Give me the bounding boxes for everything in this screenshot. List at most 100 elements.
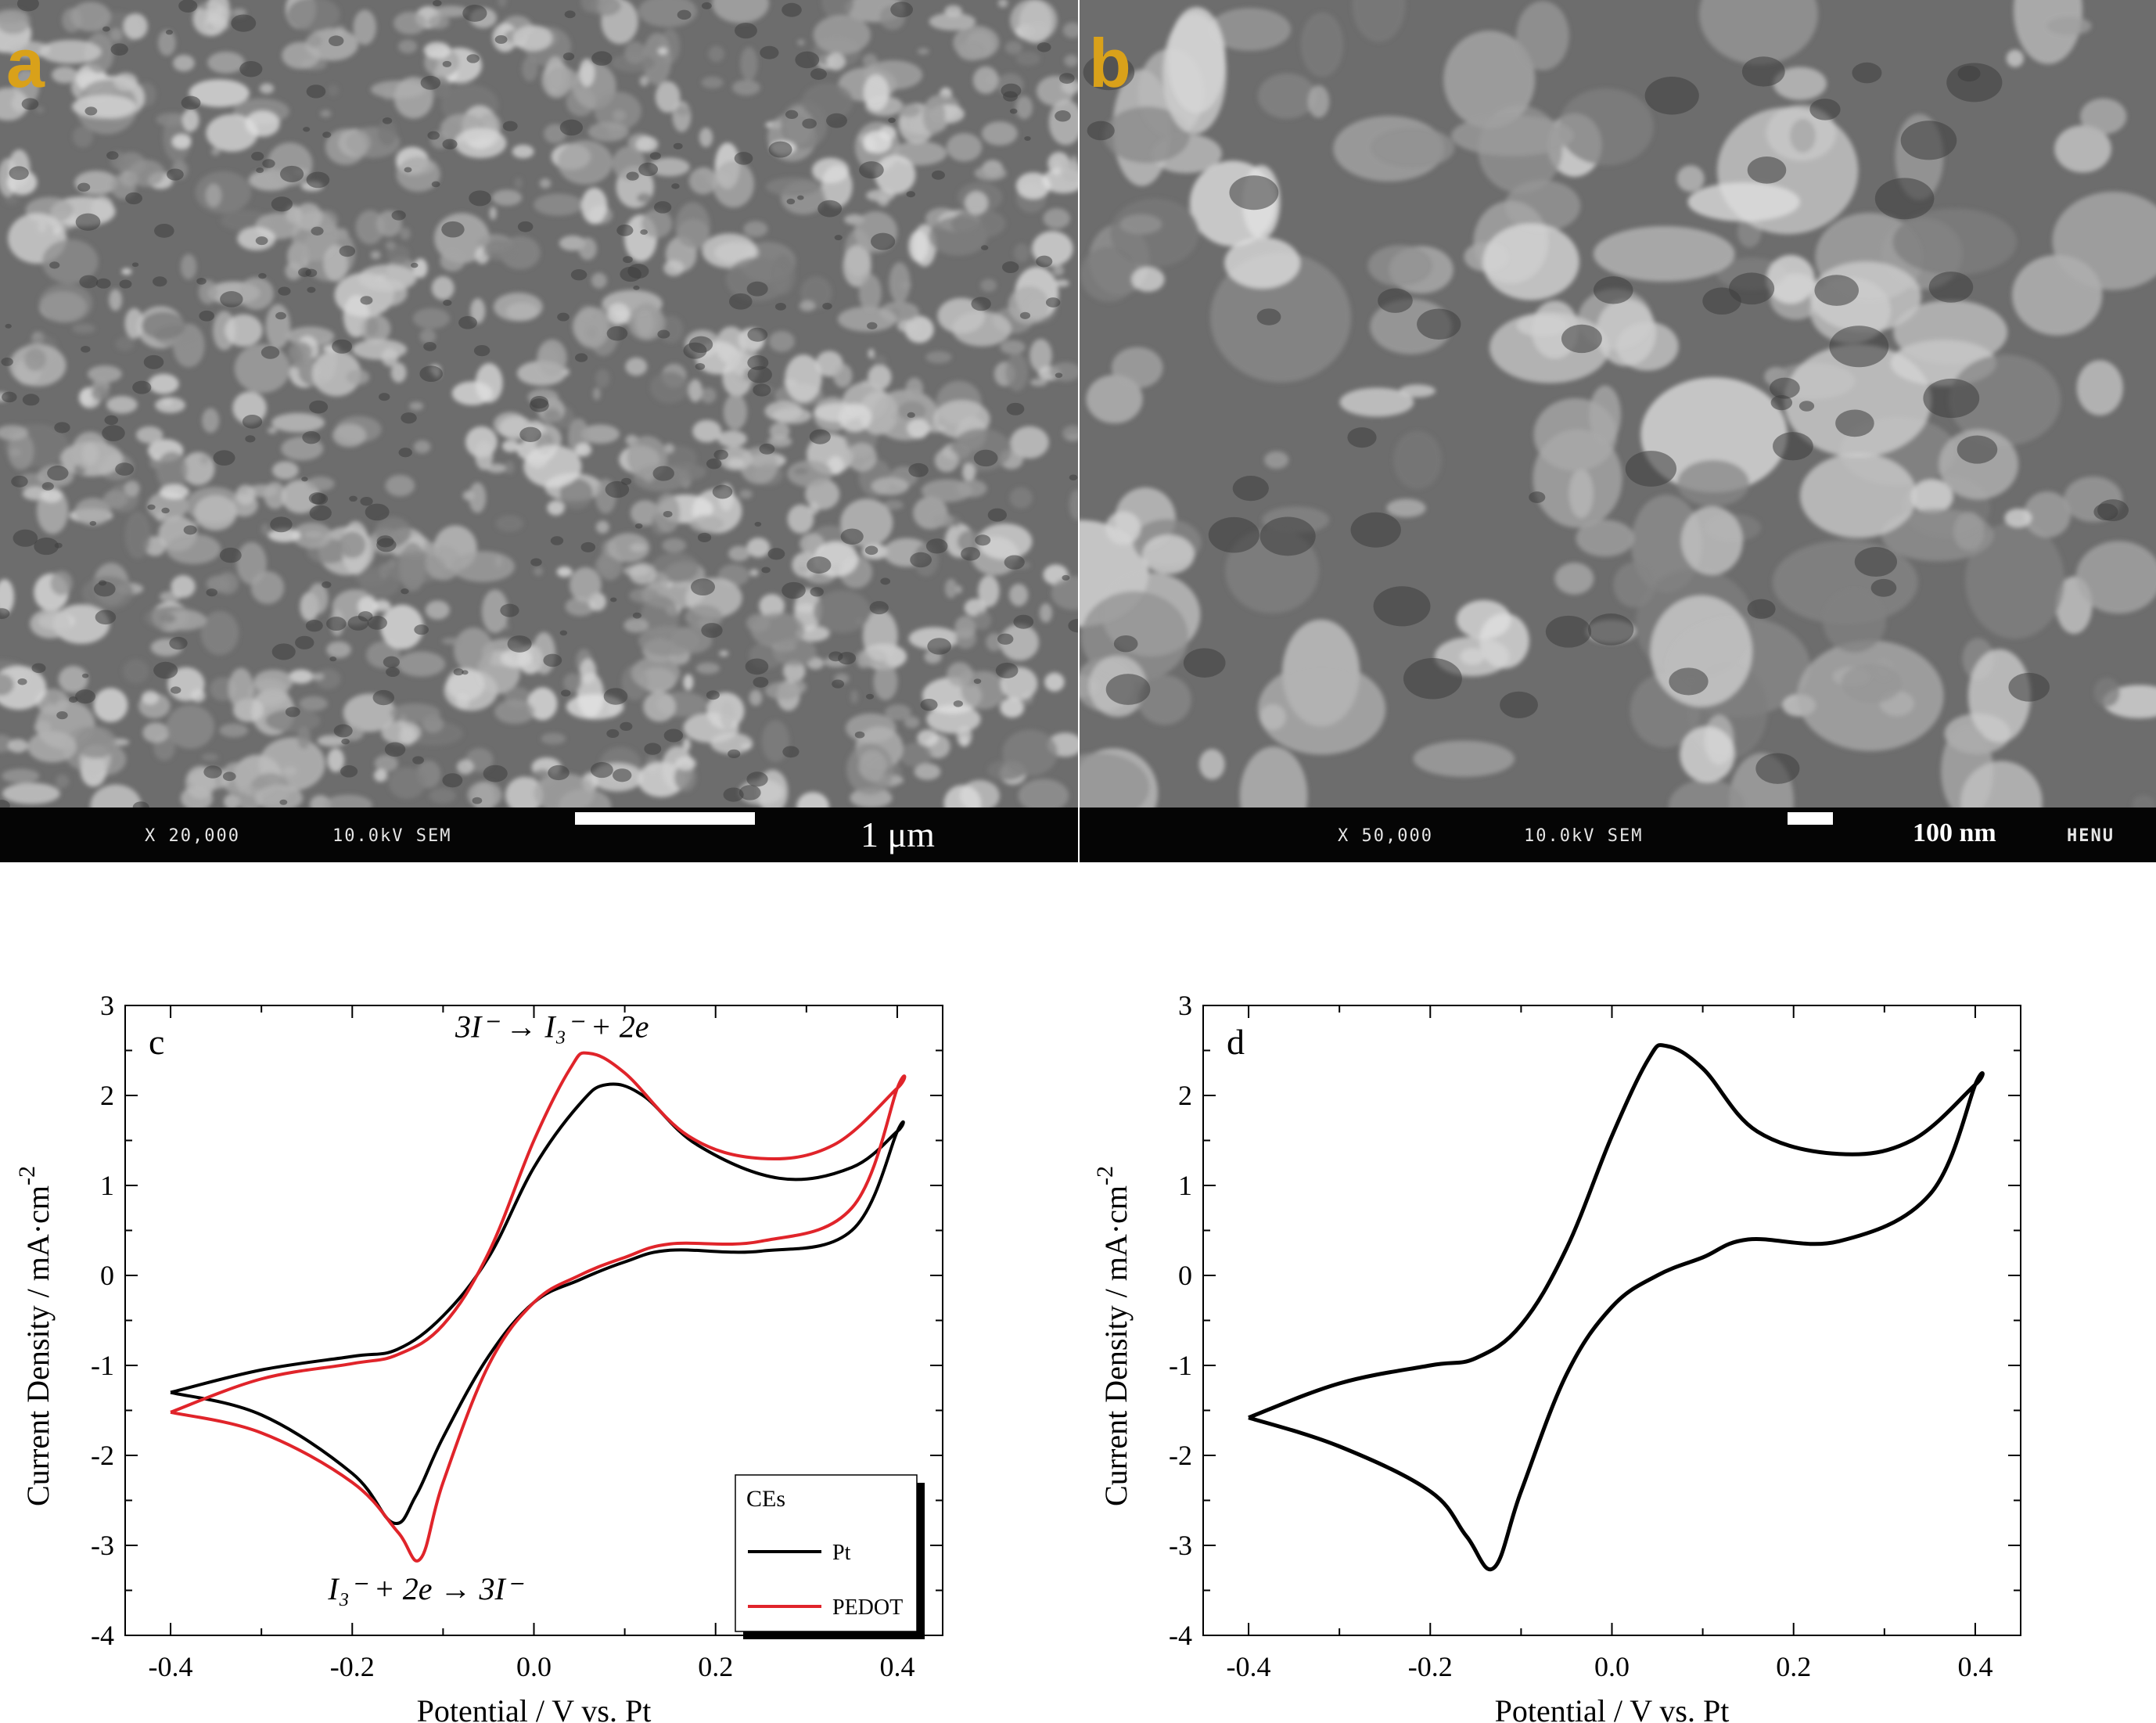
sem-grain — [1699, 0, 1818, 65]
sem-grain — [1413, 740, 1515, 777]
sem-pores — [0, 0, 1078, 808]
sem-grain — [627, 304, 666, 341]
sem-grain — [1002, 729, 1058, 776]
sem-grain — [578, 237, 597, 261]
sem-grain — [674, 106, 691, 117]
sem-pore — [458, 315, 477, 329]
sem-pore — [1874, 178, 1935, 220]
sem-pore — [688, 336, 713, 354]
sem-grain — [655, 81, 681, 113]
sem-pore — [557, 312, 570, 322]
sem-grain — [802, 83, 853, 121]
sem-grain — [917, 48, 929, 55]
sem-pore — [167, 168, 184, 181]
sem-grain — [494, 700, 535, 725]
sem-pore — [309, 505, 332, 521]
sem-grain — [1893, 300, 2008, 365]
sem-pore — [774, 302, 786, 311]
sem-grain — [294, 203, 322, 231]
sem-pore — [427, 131, 440, 140]
sem-pore — [747, 327, 768, 342]
sem-pore — [701, 623, 723, 638]
sem-grain — [128, 160, 165, 187]
sem-pore — [854, 731, 865, 739]
sem-grain — [282, 766, 297, 776]
sem-pore — [398, 448, 412, 458]
sem-grain — [271, 461, 299, 480]
sem-pore — [401, 412, 417, 424]
sem-pore — [610, 597, 617, 603]
sem-grain — [914, 763, 941, 780]
sem-pore — [255, 236, 268, 246]
sem-grain — [764, 682, 803, 700]
sem-pore — [822, 302, 832, 310]
sem-pore — [953, 700, 963, 707]
sem-grain — [1239, 746, 1308, 808]
sem-grain — [657, 47, 668, 56]
sem-pore — [605, 480, 630, 498]
sem-grain — [595, 556, 616, 574]
sem-grain — [91, 386, 110, 401]
sem-grain — [1596, 298, 1656, 366]
sem-grain — [547, 500, 565, 516]
sem-pore — [404, 167, 412, 173]
sem-pore — [483, 764, 508, 782]
sem-grain — [1766, 254, 1815, 304]
sem-grain — [725, 257, 790, 302]
sem-grain — [306, 477, 335, 491]
sem-grain — [400, 227, 411, 240]
sem-grain — [180, 254, 197, 280]
sem-grain — [286, 326, 335, 346]
sem-grain — [372, 599, 391, 612]
sem-grain — [1000, 697, 1025, 718]
sem-grain — [135, 426, 163, 444]
sem-pore — [1069, 474, 1078, 481]
sem-grain — [933, 400, 990, 439]
sem-grain — [769, 422, 790, 441]
sem-pore — [880, 577, 891, 585]
sem-pore — [673, 142, 683, 150]
sem-pore — [77, 182, 91, 192]
sem-pore — [1373, 586, 1431, 627]
sem-pore — [867, 322, 878, 330]
sem-grain — [93, 688, 128, 722]
y-tick-label: 3 — [100, 990, 114, 1021]
sem-grain — [124, 511, 151, 559]
sem-grain — [1613, 562, 1656, 608]
sem-grain — [534, 773, 595, 808]
sem-grain — [115, 336, 135, 351]
sem-grain — [977, 523, 1033, 560]
sem-grain — [1392, 430, 1443, 490]
sem-grain — [539, 178, 552, 189]
sem-grain — [768, 330, 795, 352]
sem-grain — [469, 482, 487, 513]
sem-grain — [1039, 603, 1052, 623]
sem-grain — [223, 793, 241, 808]
reaction-annotation: 3I⁻ → I₃⁻ + 2e — [455, 1009, 649, 1044]
sem-pore — [333, 724, 353, 738]
sem-pore — [728, 749, 741, 759]
sem-pore — [165, 30, 173, 35]
sem-grain — [346, 369, 370, 385]
sem-grain — [1029, 339, 1052, 372]
sem-grain — [268, 528, 301, 542]
scale-label-a: 1 μm — [861, 815, 935, 854]
sem-grain — [592, 387, 601, 401]
sem-pore — [442, 60, 452, 67]
sem-pore — [734, 152, 753, 165]
sem-grain — [1105, 511, 1141, 545]
sem-image-b: b X 50,000 10.0kV SEM 100 nm HENU — [1080, 0, 2156, 862]
sem-grain — [868, 348, 875, 359]
sem-grain — [377, 120, 397, 146]
sem-pore — [153, 661, 178, 679]
sem-grain — [720, 700, 735, 729]
sem-pore — [322, 131, 332, 138]
magnification-a: X 20,000 — [145, 826, 240, 846]
sem-pore — [620, 266, 641, 282]
sem-grain — [102, 490, 128, 509]
sem-grain — [710, 732, 753, 754]
sem-pore — [1068, 618, 1078, 633]
sem-grain — [957, 41, 986, 61]
sem-grain — [109, 289, 123, 311]
sem-grain — [2013, 0, 2082, 64]
